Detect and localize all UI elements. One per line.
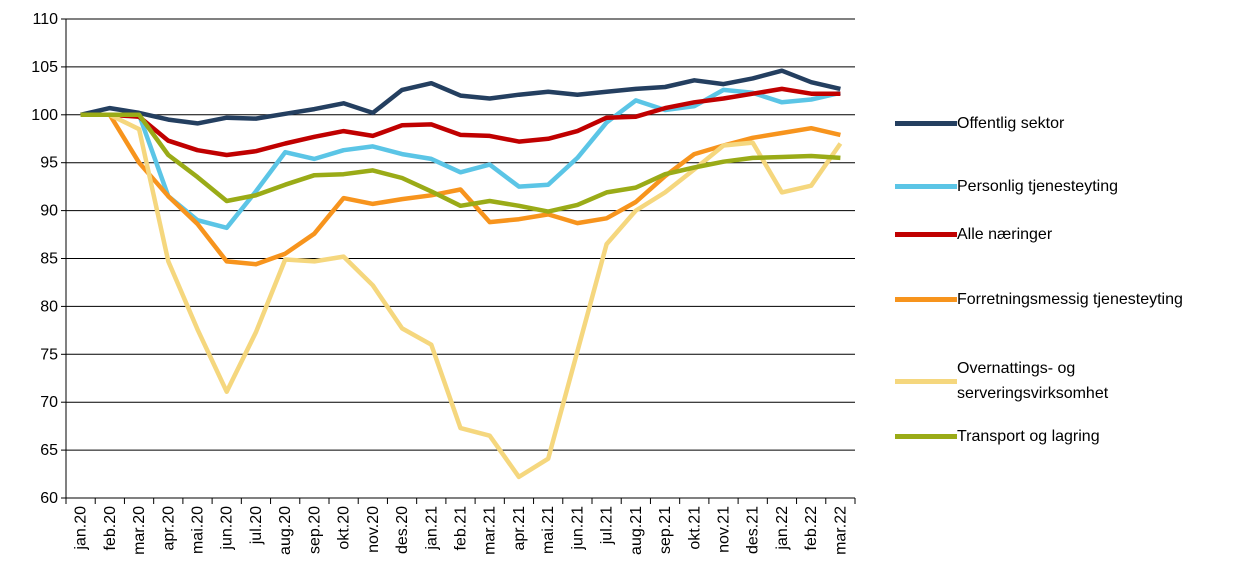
legend-label: Transport og lagring — [957, 428, 1100, 445]
legend-entry: Forretningsmessig tjenesteyting — [895, 287, 1183, 313]
y-tick-label: 110 — [32, 11, 58, 28]
x-tick-label: mar.22 — [832, 506, 849, 555]
x-tick-label: okt.20 — [336, 506, 353, 550]
x-tick-label: mai.20 — [190, 506, 207, 554]
y-tick-label: 65 — [40, 442, 58, 459]
x-tick-label: mar.21 — [482, 506, 499, 555]
series-line — [80, 87, 841, 231]
legend-label: Alle næringer — [957, 226, 1053, 243]
x-tick-label: des.21 — [745, 506, 762, 554]
y-tick-label: 60 — [40, 490, 58, 507]
legend-entry: Overnattings- og serveringsvirksomhet — [895, 356, 1108, 407]
series-line — [80, 112, 841, 214]
legend-entry: Personlig tjenesteyting — [895, 174, 1118, 200]
legend-swatch — [895, 232, 957, 238]
y-tick-label: 70 — [40, 394, 58, 411]
legend-swatch — [895, 297, 957, 303]
x-tick-label: aug.21 — [628, 506, 645, 555]
legend-entry: Alle næringer — [895, 222, 1052, 248]
legend-label: Personlig tjenesteyting — [957, 178, 1118, 195]
y-tick-label: 75 — [40, 346, 58, 363]
x-tick-label: nov.20 — [365, 506, 382, 553]
legend-label: Offentlig sektor — [957, 115, 1065, 132]
x-tick-label: sep.21 — [657, 506, 674, 554]
legend-label: Forretningsmessig tjenesteyting — [957, 291, 1183, 308]
x-tick-label: jan.21 — [423, 506, 440, 551]
y-tick-label: 95 — [40, 155, 58, 172]
x-tick-label: jan.20 — [73, 506, 90, 551]
x-tick-label: jan.22 — [774, 506, 791, 551]
x-tick-label: nov.21 — [716, 506, 733, 553]
x-tick-label: jun.20 — [219, 506, 236, 551]
x-tick-label: sep.20 — [306, 506, 323, 554]
x-tick-label: mai.21 — [540, 506, 557, 554]
x-tick-label: okt.21 — [686, 506, 703, 550]
x-tick-label: jul.21 — [599, 506, 616, 545]
legend-swatch — [895, 434, 957, 440]
legend-swatch — [895, 184, 957, 190]
legend-swatch — [895, 121, 957, 127]
x-tick-label: feb.20 — [102, 506, 119, 551]
series-line — [80, 112, 843, 480]
series-line — [80, 86, 841, 158]
x-tick-label: jul.20 — [248, 506, 265, 545]
y-tick-label: 80 — [40, 298, 58, 315]
legend-entry: Transport og lagring — [895, 424, 1100, 450]
x-tick-label: feb.21 — [453, 506, 470, 551]
x-tick-label: apr.20 — [160, 506, 177, 551]
y-tick-label: 100 — [31, 107, 58, 124]
y-tick-label: 85 — [40, 251, 58, 268]
y-tick-label: 90 — [40, 203, 58, 220]
x-tick-label: des.20 — [394, 506, 411, 554]
x-tick-label: feb.22 — [803, 506, 820, 551]
x-tick-label: apr.21 — [511, 506, 528, 551]
legend-label: Overnattings- og serveringsvirksomhet — [957, 359, 1109, 403]
series-line — [80, 112, 841, 267]
x-tick-label: mar.20 — [131, 506, 148, 555]
series-line — [80, 68, 841, 126]
x-tick-label: jun.21 — [569, 506, 586, 551]
x-tick-label: aug.20 — [277, 506, 294, 555]
legend-entry: Offentlig sektor — [895, 111, 1064, 137]
y-tick-label: 105 — [31, 59, 58, 76]
legend-swatch — [895, 378, 957, 384]
